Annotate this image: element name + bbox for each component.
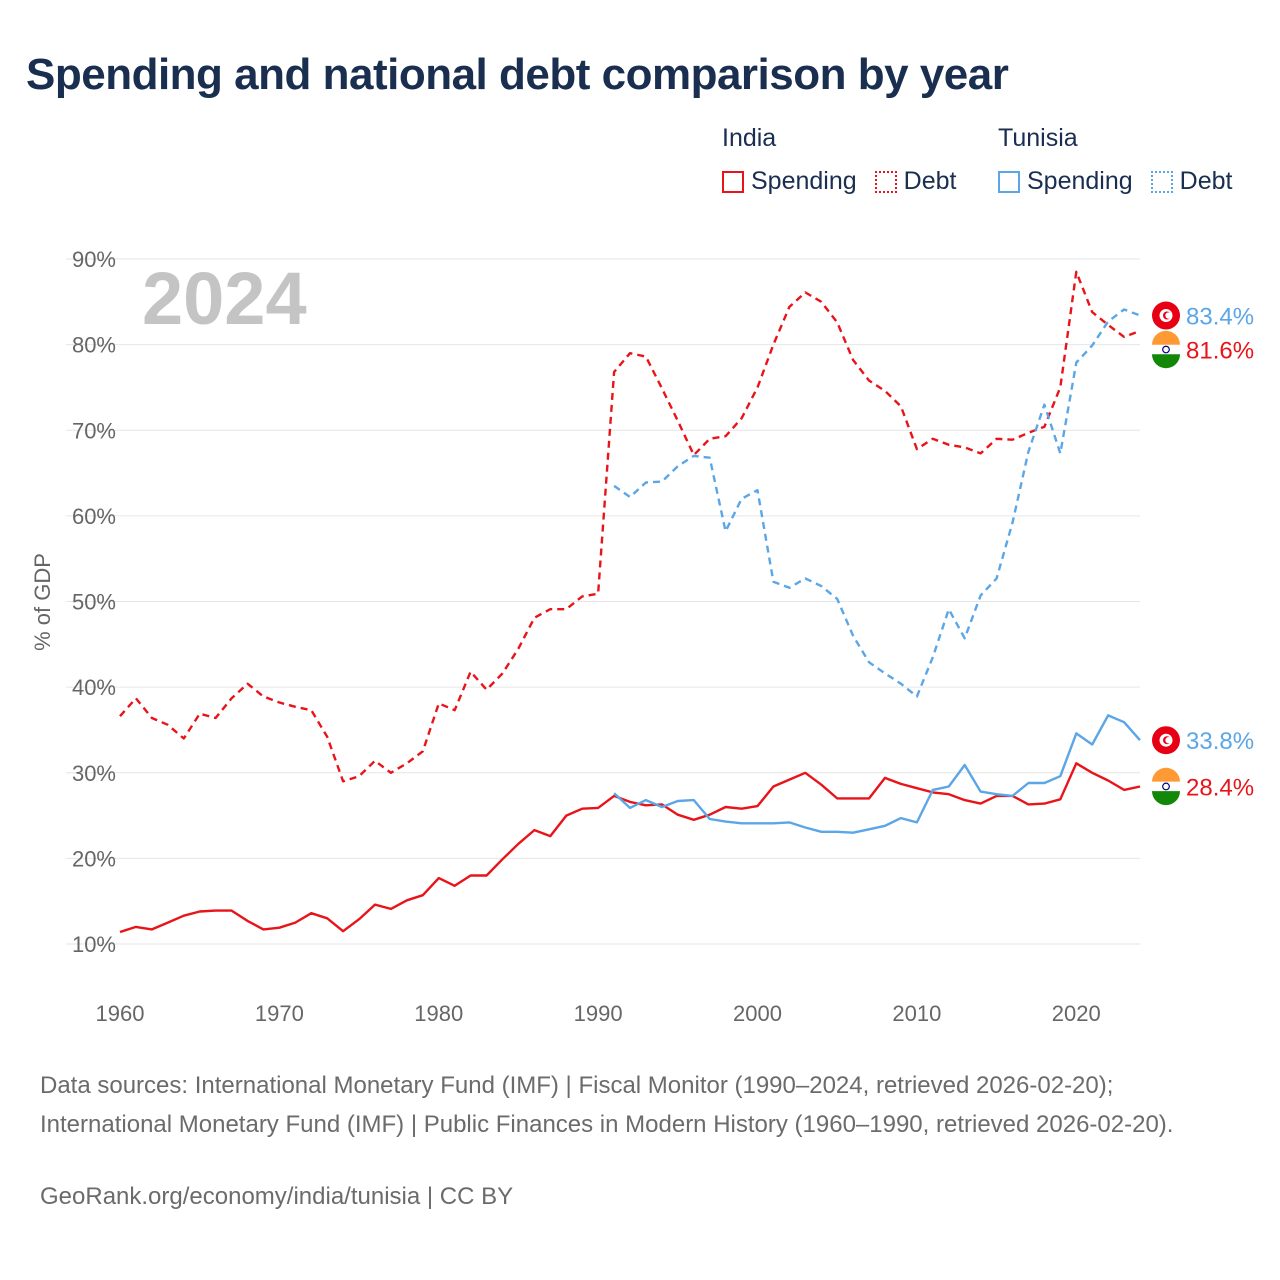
legend-item-tunisia-debt[interactable]: Debt <box>1150 167 1233 196</box>
x-tick-label: 1990 <box>574 1001 623 1026</box>
y-tick-label: 80% <box>72 333 116 358</box>
legend-label: Spending <box>751 167 857 195</box>
legend-swatch-dotted-icon <box>1150 170 1173 193</box>
x-tick-label: 1980 <box>414 1001 463 1026</box>
end-value-label: 81.6% <box>1186 338 1254 365</box>
end-value-label: 33.8% <box>1186 728 1254 755</box>
legend-label: Spending <box>1027 167 1133 195</box>
x-tick-label: 2020 <box>1052 1001 1101 1026</box>
legend-label: Debt <box>903 167 957 195</box>
y-tick-label: 10% <box>72 932 116 957</box>
flag-crescent-cut <box>1165 312 1172 319</box>
y-tick-label: 30% <box>72 761 116 786</box>
y-tick-label: 60% <box>72 504 116 529</box>
india-flag-icon <box>1152 767 1181 782</box>
flag-chakra <box>1162 345 1170 354</box>
end-labels: 83.4% 81.6% 33.8% 28.4% <box>1152 301 1254 806</box>
flag-chakra <box>1162 782 1170 791</box>
x-axis-ticks: 1960 1970 1980 1990 2000 2010 2020 <box>96 1001 1101 1026</box>
tunisia-spending-line[interactable] <box>613 714 1141 834</box>
flag-band <box>1152 344 1180 355</box>
series-lines <box>119 270 1141 934</box>
flag-band <box>1152 354 1181 369</box>
legend-country-tunisia: Tunisia <box>998 124 1078 152</box>
end-value-label: 83.4% <box>1186 304 1254 331</box>
y-tick-label: 50% <box>72 590 116 615</box>
grid-lines <box>66 258 1140 945</box>
legend-item-india-spending[interactable]: Spending <box>722 167 857 196</box>
flag-band <box>1152 791 1181 806</box>
line-chart: 10% 20% 30% 40% 50% 60% 70% 80% 90% 1960 1970 1980… <box>30 247 1254 1026</box>
y-axis-ticks: 10% 20% 30% 40% 50% 60% 70% 80% 90% <box>72 247 116 957</box>
footer-credit[interactable]: GeoRank.org/economy/india/tunisia | CC B… <box>40 1183 514 1210</box>
y-tick-label: 40% <box>72 675 116 700</box>
end-value-label: 28.4% <box>1186 774 1254 801</box>
legend-item-tunisia-spending[interactable]: Spending <box>998 167 1133 196</box>
legend-item-india-debt[interactable]: Debt <box>874 167 957 196</box>
india-flag-icon <box>1152 330 1181 345</box>
y-tick-label: 90% <box>72 247 116 272</box>
legend-label: Debt <box>1179 167 1233 195</box>
legend-swatch-solid-icon <box>722 170 744 193</box>
legend-india: India Spending Debt <box>722 124 974 196</box>
legend-swatch-solid-icon <box>998 170 1020 193</box>
x-tick-label: 2010 <box>892 1001 941 1026</box>
year-label: 2024 <box>142 257 307 340</box>
legend-tunisia: Tunisia Spending Debt <box>998 124 1250 196</box>
tunisia-debt-line[interactable] <box>613 308 1141 698</box>
x-tick-label: 2000 <box>733 1001 782 1026</box>
x-tick-label: 1960 <box>96 1001 145 1026</box>
flag-band <box>1152 781 1180 792</box>
india-spending-line[interactable] <box>119 762 1141 934</box>
flag-crescent-cut <box>1165 737 1172 744</box>
legend-country-india: India <box>722 124 777 152</box>
y-axis-label: % of GDP <box>30 553 55 651</box>
data-sources: Data sources: International Monetary Fun… <box>40 1072 1174 1138</box>
legend-swatch-dotted-icon <box>874 170 897 193</box>
y-tick-label: 20% <box>72 846 116 871</box>
india-debt-line[interactable] <box>119 270 1141 783</box>
y-tick-label: 70% <box>72 418 116 443</box>
chart-title: Spending and national debt comparison by… <box>26 50 1009 99</box>
x-tick-label: 1970 <box>255 1001 304 1026</box>
